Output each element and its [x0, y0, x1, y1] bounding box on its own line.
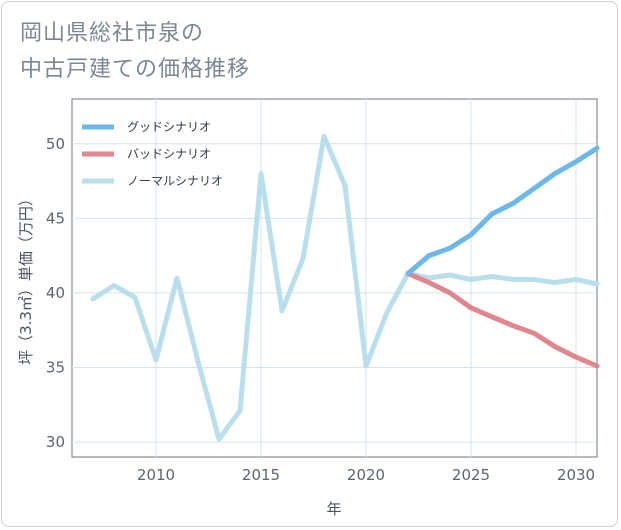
legend-label-bad: バッドシナリオ	[127, 147, 211, 161]
x-tick-2020: 2020	[347, 466, 385, 484]
y-tick-30: 30	[46, 433, 65, 451]
y-axis-label: 坪（3.3㎡）単価（万円）	[17, 191, 35, 365]
series-line-bad	[405, 271, 600, 369]
x-tick-2010: 2010	[137, 466, 175, 484]
y-tick-40: 40	[46, 284, 65, 302]
x-tick-2015: 2015	[242, 466, 280, 484]
y-tick-45: 45	[46, 209, 65, 227]
chart-title: 岡山県総社市泉の 中古戸建ての価格推移	[20, 16, 250, 88]
series-layer	[90, 133, 600, 442]
x-tick-2025: 2025	[452, 466, 490, 484]
chart-title-line1: 岡山県総社市泉の	[20, 21, 205, 46]
y-tick-35: 35	[46, 359, 65, 377]
x-tick-2030: 2030	[557, 466, 595, 484]
ticks: 2010 2015 2020 2025 2030 30 35 40 45 50	[46, 135, 595, 484]
legend-label-good: グッドシナリオ	[127, 120, 211, 134]
series-line-normal	[90, 133, 600, 442]
y-tick-50: 50	[46, 135, 65, 153]
x-axis-label: 年	[326, 500, 341, 518]
series-line-good	[405, 145, 600, 276]
chart-title-line2: 中古戸建ての価格推移	[20, 57, 251, 82]
legend-label-normal: ノーマルシナリオ	[127, 174, 223, 188]
